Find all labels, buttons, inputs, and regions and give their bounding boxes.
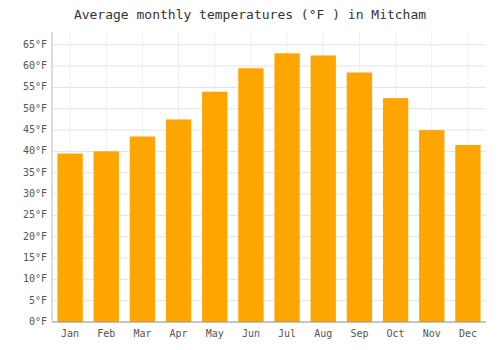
y-tick-label: 10°F <box>23 273 47 284</box>
bar <box>383 98 408 322</box>
grid <box>52 32 486 322</box>
x-tick-label: Mar <box>133 328 151 339</box>
bar <box>419 130 444 322</box>
bar <box>238 68 263 322</box>
y-tick-label: 30°F <box>23 188 47 199</box>
chart: 0°F 5°F 10°F 15°F 20°F 25°F 30°F 35°F 40°F 45°F 50… <box>0 0 500 350</box>
bar <box>202 92 227 322</box>
bar <box>166 119 191 322</box>
x-tick-label: Aug <box>314 328 332 339</box>
y-tick-label: 20°F <box>23 231 47 242</box>
y-tick-label: 0°F <box>29 316 47 327</box>
y-tick-label: 35°F <box>23 167 47 178</box>
y-tick-label: 60°F <box>23 60 47 71</box>
y-tick-label: 50°F <box>23 103 47 114</box>
grid-line-y <box>52 108 486 109</box>
bars <box>57 53 480 322</box>
y-tick-label: 55°F <box>23 81 47 92</box>
y-tick-label: 40°F <box>23 145 47 156</box>
grid-line-y <box>52 44 486 45</box>
bar <box>455 145 480 322</box>
x-tick-label: Sep <box>350 328 368 339</box>
bar <box>347 73 372 322</box>
x-tick-label: Jan <box>61 328 79 339</box>
grid-line-y <box>52 322 486 323</box>
x-tick-label: Feb <box>97 328 115 339</box>
grid-line-y <box>52 66 486 67</box>
title: Average monthly temperatures (°F ) in Mi… <box>74 7 426 22</box>
x-tick-label: Apr <box>170 328 188 339</box>
y-tick-label: 5°F <box>29 295 47 306</box>
bar <box>94 151 119 322</box>
x-tick-label: Jul <box>278 328 296 339</box>
bar <box>274 53 299 322</box>
x-axis-line <box>52 322 486 323</box>
x-tick-label: Jun <box>242 328 260 339</box>
x-tick-label: Dec <box>459 328 477 339</box>
y-axis-line <box>52 32 53 322</box>
y-tick-label: 15°F <box>23 252 47 263</box>
y-tick-label: 65°F <box>23 39 47 50</box>
axes: 0°F 5°F 10°F 15°F 20°F 25°F 30°F 35°F 40°F 45°F 50… <box>23 32 486 339</box>
bar <box>130 136 155 322</box>
y-tick-label: 25°F <box>23 209 47 220</box>
bar <box>57 154 82 322</box>
x-tick-label: Oct <box>387 328 405 339</box>
y-tick-label: 45°F <box>23 124 47 135</box>
bar <box>311 55 336 322</box>
x-tick-label: Nov <box>423 328 441 339</box>
x-tick-label: May <box>206 328 224 339</box>
grid-line-y <box>52 87 486 88</box>
